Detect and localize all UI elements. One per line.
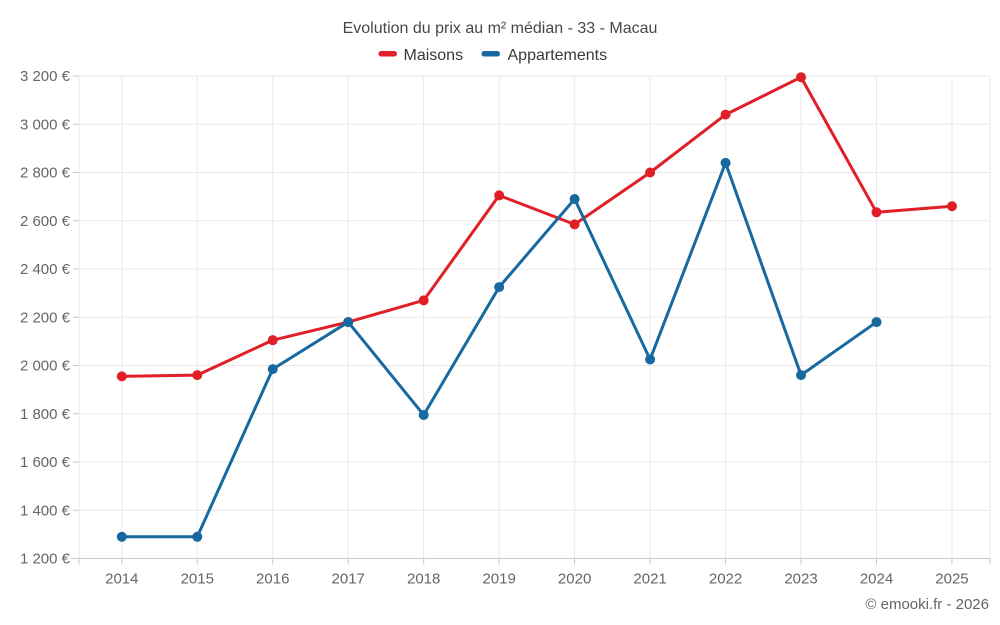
point-appartements-2018[interactable] <box>418 409 429 420</box>
legend-item-appartements[interactable]: Appartements <box>481 47 608 64</box>
x-axis-label-2021: 2021 <box>633 571 666 588</box>
point-maisons-2015[interactable] <box>192 370 203 381</box>
point-maisons-2022[interactable] <box>720 109 731 120</box>
x-axis-label-2016: 2016 <box>256 571 289 588</box>
point-maisons-2014[interactable] <box>116 371 127 382</box>
x-axis-label-2023: 2023 <box>784 571 817 588</box>
legend-label-maisons: Maisons <box>404 47 464 64</box>
point-appartements-2024[interactable] <box>871 317 882 328</box>
point-appartements-2023[interactable] <box>796 370 807 381</box>
x-axis-label-2018: 2018 <box>407 571 440 588</box>
y-axis-label-2000: 2 000 € <box>20 358 71 375</box>
point-maisons-2018[interactable] <box>418 295 429 306</box>
x-axis-label-2017: 2017 <box>332 571 365 588</box>
point-maisons-2025[interactable] <box>946 201 957 212</box>
point-appartements-2015[interactable] <box>192 531 203 542</box>
chart-title: Evolution du prix au m² médian - 33 - Ma… <box>343 20 658 37</box>
point-appartements-2021[interactable] <box>645 354 656 365</box>
legend-swatch-appartements <box>481 51 500 57</box>
axis-labels: 1 200 € 1 400 € 1 600 € 1 800 € 2 000 € 2 200… <box>20 68 969 587</box>
point-appartements-2014[interactable] <box>116 531 127 542</box>
watermark-credit: © emooki.fr - 2026 <box>865 596 989 613</box>
point-appartements-2020[interactable] <box>569 194 580 205</box>
legend-label-appartements: Appartements <box>508 47 608 64</box>
point-appartements-2019[interactable] <box>494 282 505 293</box>
point-maisons-2024[interactable] <box>871 207 882 218</box>
x-axis-label-2014: 2014 <box>105 571 138 588</box>
y-axis-label-2200: 2 200 € <box>20 309 71 326</box>
point-maisons-2021[interactable] <box>645 167 656 178</box>
y-axis-label-1400: 1 400 € <box>20 502 71 519</box>
x-axis-label-2015: 2015 <box>181 571 214 588</box>
axes <box>71 75 991 565</box>
y-axis-label-3000: 3 000 € <box>20 116 71 133</box>
x-axis-label-2020: 2020 <box>558 571 591 588</box>
point-maisons-2023[interactable] <box>796 72 807 83</box>
chart-legend: Maisons Appartements <box>378 47 608 64</box>
y-axis-label-3200: 3 200 € <box>20 68 71 85</box>
y-axis-label-2600: 2 600 € <box>20 213 71 230</box>
x-axis-label-2025: 2025 <box>935 571 968 588</box>
y-axis-label-1800: 1 800 € <box>20 406 71 423</box>
x-axis-label-2022: 2022 <box>709 571 742 588</box>
point-maisons-2019[interactable] <box>494 190 505 201</box>
x-axis-label-2024: 2024 <box>860 571 893 588</box>
y-axis-label-2800: 2 800 € <box>20 165 71 182</box>
point-maisons-2016[interactable] <box>267 335 278 346</box>
x-axis-label-2019: 2019 <box>482 571 515 588</box>
y-axis-label-1600: 1 600 € <box>20 454 71 471</box>
point-appartements-2017[interactable] <box>343 317 354 328</box>
gridlines <box>78 75 991 559</box>
legend-swatch-maisons <box>378 51 397 57</box>
y-axis-label-2400: 2 400 € <box>20 261 71 278</box>
point-maisons-2020[interactable] <box>569 219 580 230</box>
line-maisons <box>120 75 954 378</box>
series-lines <box>116 72 957 542</box>
legend-item-maisons[interactable]: Maisons <box>378 47 464 64</box>
y-axis-label-1200: 1 200 € <box>20 551 71 568</box>
point-appartements-2022[interactable] <box>720 157 731 168</box>
point-appartements-2016[interactable] <box>267 364 278 375</box>
